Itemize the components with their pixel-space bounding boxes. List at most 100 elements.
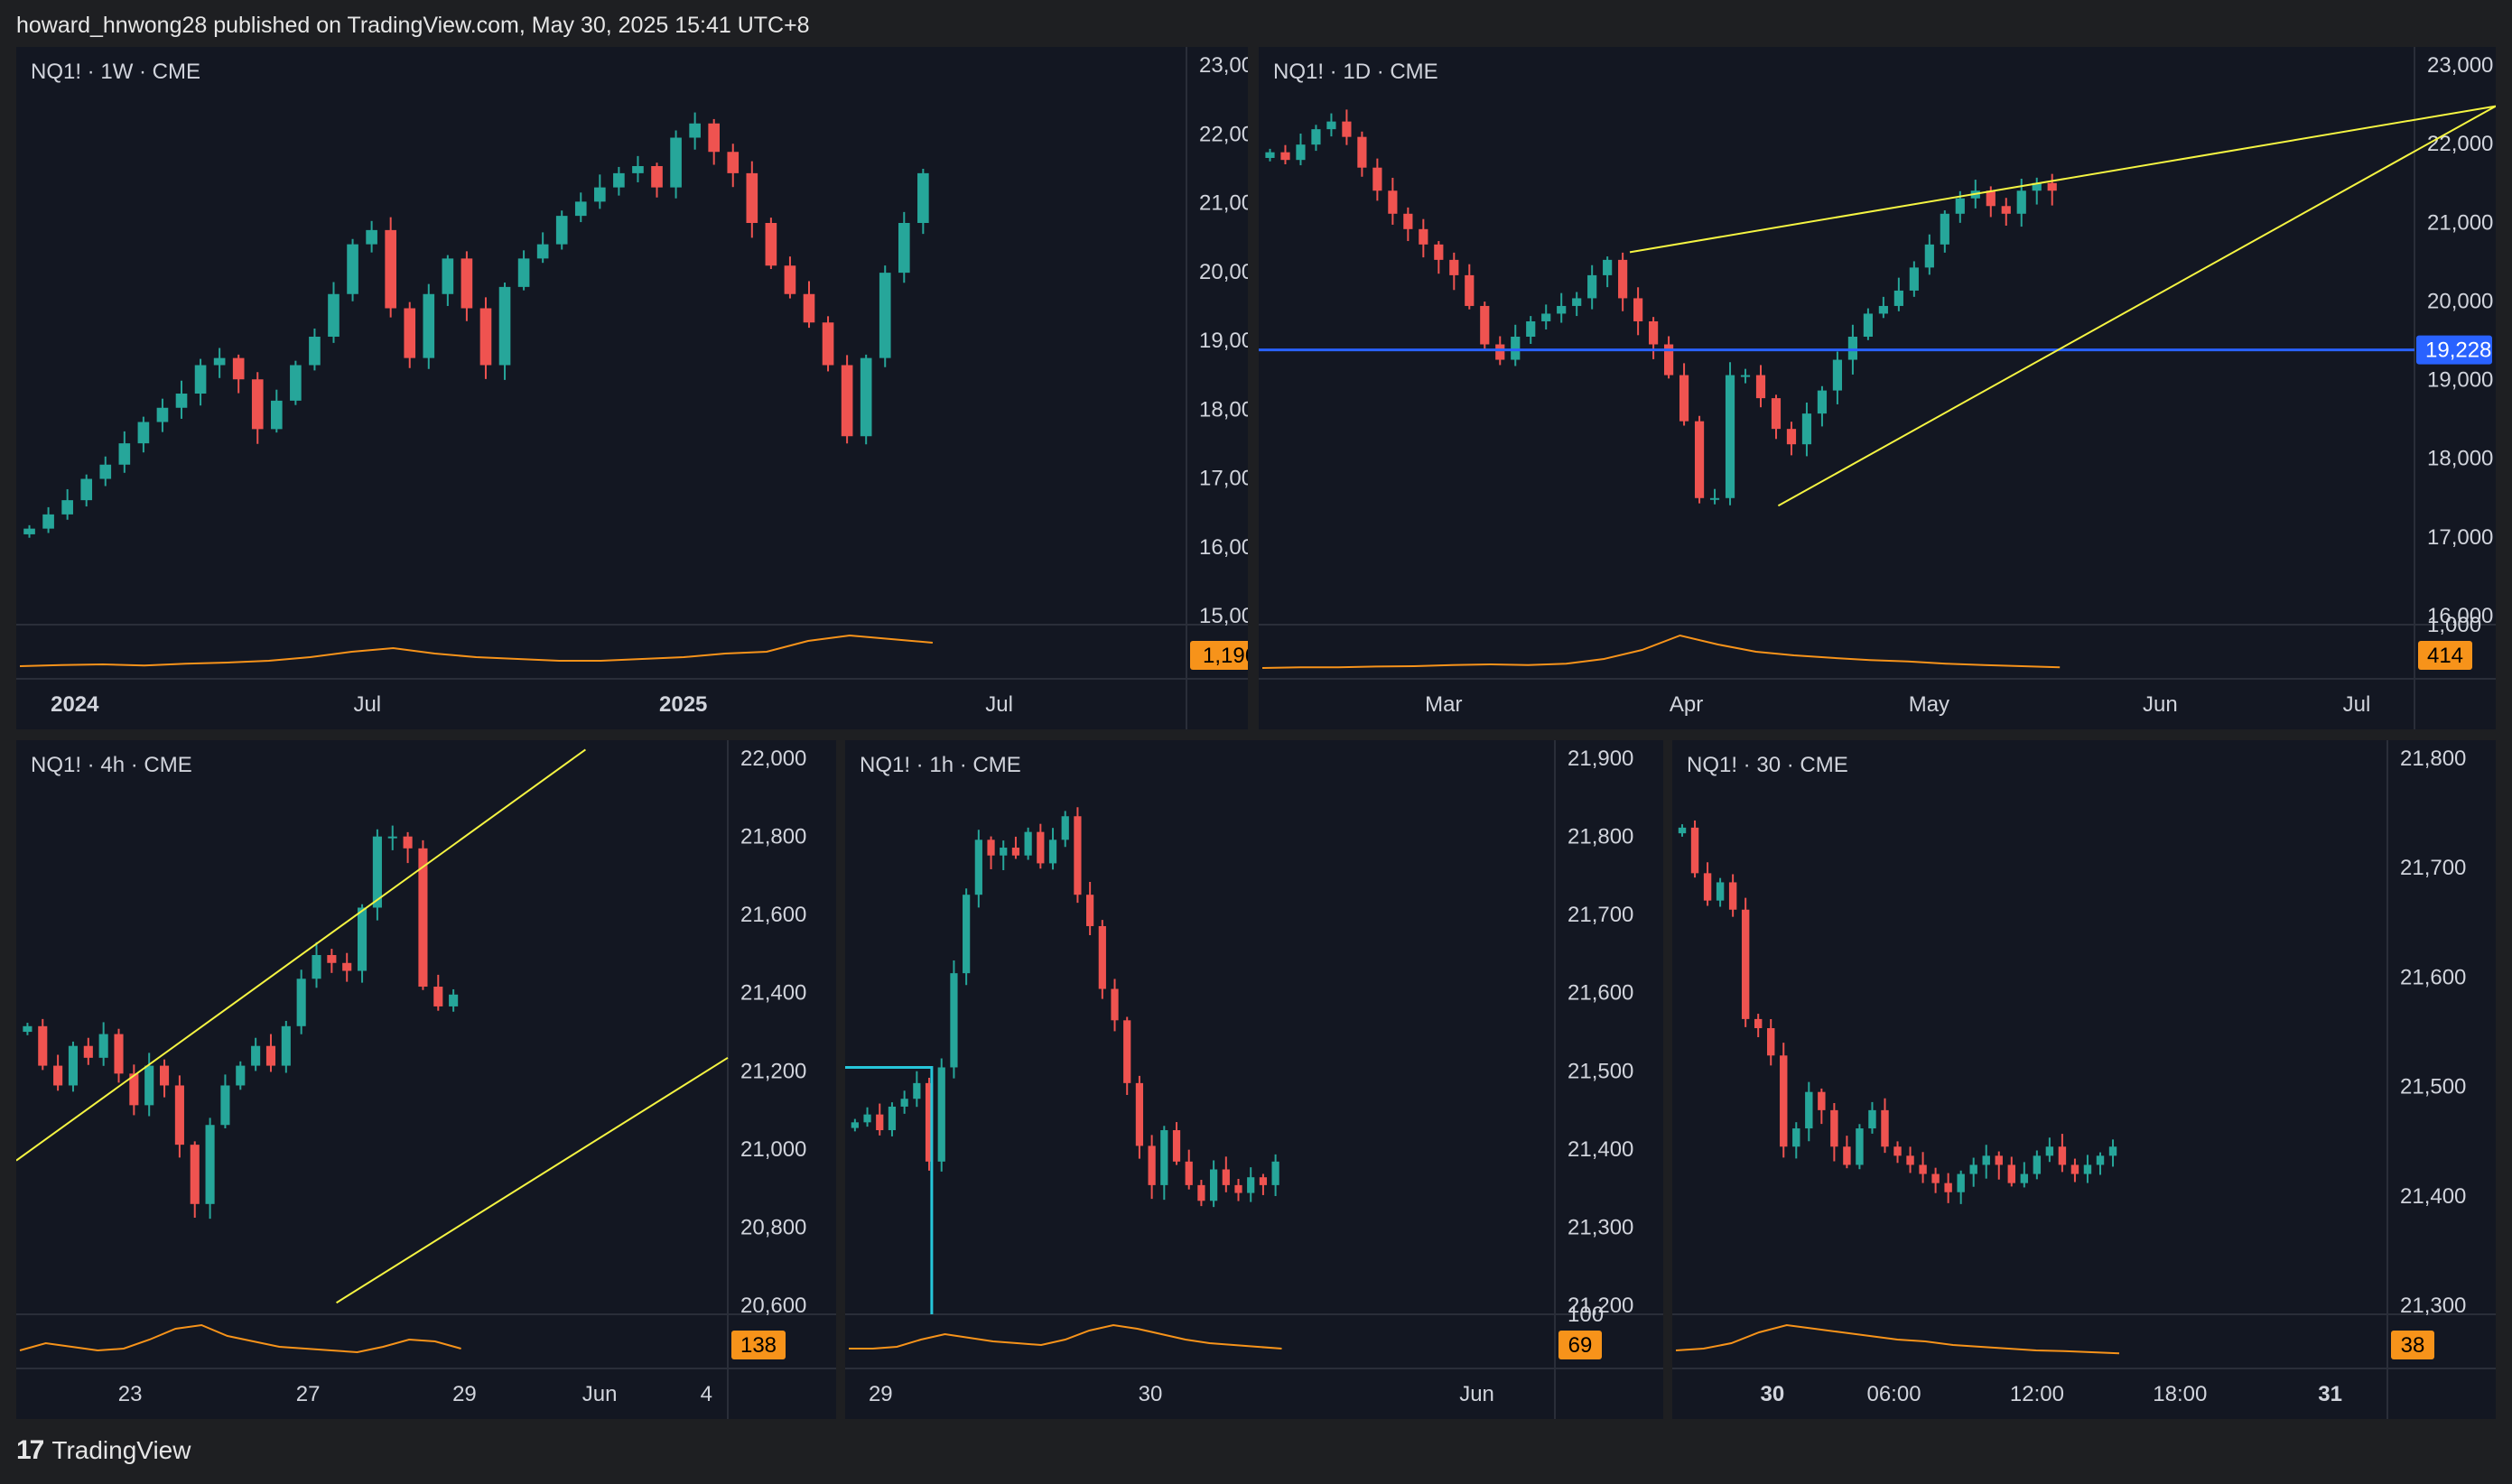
candle-body <box>118 443 131 465</box>
chart-panel-weekly[interactable]: NQ1! · 1W · CME 23,000 22,000 21,000 20,000… <box>16 47 1248 729</box>
chart-panel-1h[interactable]: NQ1! · 1h · CME 21,900 21,800 21,700 21,600… <box>845 740 1663 1419</box>
candle-body <box>1541 313 1551 321</box>
y-tick-label: 20,000 <box>1199 260 1248 284</box>
y-tick-label: 16,000 <box>2427 604 2493 628</box>
candle <box>746 161 758 238</box>
candle-body <box>442 258 454 294</box>
candle <box>129 1064 139 1116</box>
candle-body <box>1048 839 1057 864</box>
publish-header: howard_hnwong28 published on TradingView… <box>16 13 810 38</box>
volume-line <box>19 634 933 667</box>
y-tick-label: 16,000 <box>1199 535 1248 560</box>
candle-body <box>1878 305 1888 314</box>
candle <box>1541 304 1551 330</box>
x-tick-label: Jun <box>2143 692 2178 717</box>
candle-body <box>423 293 435 358</box>
candle <box>1957 1170 1965 1204</box>
chart-svg-30m[interactable]: 21,800 21,700 21,600 21,500 21,400 21,300 30 06… <box>1672 740 2496 1419</box>
chart-svg-daily[interactable]: 23,000 22,000 21,000 20,000 19,000 18,000 17,0… <box>1259 47 2496 729</box>
candle-body <box>404 308 416 358</box>
candle <box>118 431 131 473</box>
chart-panel-daily[interactable]: NQ1! · 1D · CME 23,000 22,000 21,000 20,000… <box>1259 47 2496 729</box>
y-tick-label: 21,400 <box>2400 1184 2466 1209</box>
brand-name: TradingView <box>51 1436 191 1464</box>
y-tick-label: 18,000 <box>2427 447 2493 471</box>
candle <box>1830 1102 1838 1162</box>
y-tick-label: 15,000 <box>1199 604 1248 628</box>
y-tick-label: 17,000 <box>2427 525 2493 550</box>
candle <box>1526 316 1536 344</box>
candle-body <box>1572 298 1582 306</box>
candle <box>265 1034 276 1072</box>
x-tick-label: 12:00 <box>2010 1382 2064 1406</box>
candle <box>1557 292 1567 323</box>
volume-badge-bg <box>2418 641 2472 670</box>
y-tick-label: 21,000 <box>2427 210 2493 235</box>
tradingview-brand[interactable]: 17 TradingView <box>16 1435 191 1466</box>
candle <box>327 949 337 973</box>
symbol-label: NQ1! · 1W · CME <box>31 60 201 84</box>
x-tick-label: 06:00 <box>1866 1382 1921 1406</box>
candle <box>863 1107 871 1127</box>
candle-body <box>1271 1161 1279 1185</box>
volume-badge: 69 <box>1568 1333 1593 1358</box>
x-tick-label: 23 <box>118 1382 143 1406</box>
candle <box>99 456 112 487</box>
y-tick-label: 21,500 <box>2400 1075 2466 1099</box>
candle <box>498 283 511 380</box>
candle-body <box>1924 244 1934 268</box>
candle-body <box>1160 1130 1168 1185</box>
candle-body <box>498 286 511 366</box>
candle-body <box>2033 1155 2042 1174</box>
y-tick-label: 21,900 <box>1568 747 1633 771</box>
candle <box>708 118 721 165</box>
y-tick-label: 18,000 <box>1199 397 1248 422</box>
candle-body <box>1011 848 1020 856</box>
trendline <box>336 1056 729 1304</box>
candle-body <box>2032 182 2042 191</box>
candle <box>1222 1156 1230 1192</box>
candle-body <box>1679 375 1689 422</box>
candle-body <box>888 1106 897 1131</box>
candle-body <box>159 1065 170 1086</box>
candle-body <box>987 839 995 856</box>
candle <box>898 211 910 283</box>
candle <box>900 1090 908 1114</box>
candle-body <box>1123 1020 1131 1083</box>
candle <box>1160 1126 1168 1201</box>
candle-body <box>265 1045 276 1066</box>
candle <box>137 416 150 453</box>
volume-badge-bg <box>2391 1331 2434 1359</box>
candle <box>1618 252 1628 311</box>
candle <box>2007 1156 2015 1187</box>
candle-body <box>851 1122 859 1128</box>
chart-svg-weekly[interactable]: 23,000 22,000 21,000 20,000 19,000 18,000 17,0… <box>16 47 1248 729</box>
candle <box>632 155 644 182</box>
candle <box>1940 210 1949 253</box>
chart-panel-4h[interactable]: NQ1! · 4h · CME 22,000 21,800 21,600 21,400… <box>16 740 836 1419</box>
chart-svg-1h[interactable]: 21,900 21,800 21,700 21,600 21,500 21,400 21,3… <box>845 740 1663 1419</box>
candle <box>1037 823 1045 869</box>
candle <box>220 1074 230 1129</box>
candle <box>347 238 358 301</box>
candle <box>1357 131 1367 177</box>
candle <box>1944 1173 1952 1203</box>
symbol-label: NQ1! · 1h · CME <box>860 753 1021 777</box>
candle <box>1728 874 1737 917</box>
candle <box>1197 1180 1205 1207</box>
x-tick-label: Jun <box>1459 1382 1494 1406</box>
candle-body <box>53 1065 63 1086</box>
candle-body <box>1995 1155 2003 1165</box>
candles <box>1265 109 2057 505</box>
x-tick-label: Jul <box>353 692 381 717</box>
candle <box>1881 1098 1889 1154</box>
y-tick-label: 21,300 <box>1568 1215 1633 1239</box>
candle <box>1792 1122 1800 1159</box>
candle <box>1649 317 1659 359</box>
chart-svg-4h[interactable]: 22,000 21,800 21,600 21,400 21,200 21,000 20,8… <box>16 740 836 1419</box>
x-tick-label: 4 <box>701 1382 712 1406</box>
x-tick-label: 31 <box>2318 1382 2342 1406</box>
candle <box>888 1102 897 1136</box>
candle <box>1048 828 1057 870</box>
chart-panel-30m[interactable]: NQ1! · 30 · CME 21,800 21,700 21,600 21,500… <box>1672 740 2496 1419</box>
